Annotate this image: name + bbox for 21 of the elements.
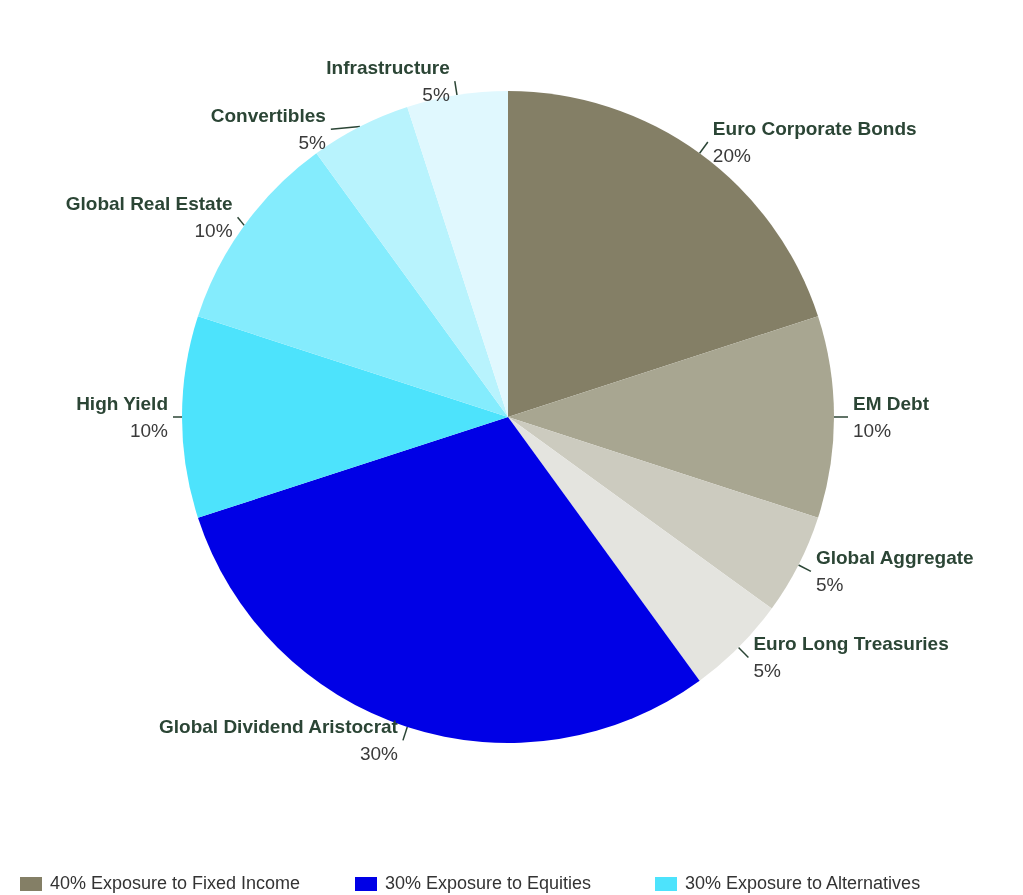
slice-label: Euro Long Treasuries bbox=[753, 633, 949, 655]
data-label: 20% bbox=[712, 144, 751, 166]
data-label: 5% bbox=[298, 132, 326, 154]
slice-label: High Yield bbox=[76, 393, 168, 414]
slice-label: Euro Corporate Bonds bbox=[712, 117, 917, 139]
slice-label: Global Real Estate bbox=[65, 193, 233, 215]
data-label: 10% bbox=[194, 220, 233, 242]
data-label: 10% bbox=[853, 420, 892, 441]
text: 30% Exposure to Equities bbox=[385, 873, 592, 894]
slice-label: EM Debt bbox=[853, 393, 930, 414]
text: 30% Exposure to Alternatives bbox=[685, 873, 921, 894]
slice-label: Infrastructure bbox=[326, 57, 450, 79]
data-label: 30% bbox=[359, 743, 399, 765]
slice-label: Global Aggregate bbox=[815, 547, 974, 569]
data-label: 5% bbox=[815, 574, 844, 596]
slice-label: Global Dividend Aristocrat bbox=[158, 716, 399, 738]
text: 40% Exposure to Fixed Income bbox=[50, 873, 301, 894]
data-label: 5% bbox=[422, 84, 450, 106]
slice-label: Convertibles bbox=[210, 105, 326, 127]
data-label: 5% bbox=[753, 660, 781, 682]
data-label: 10% bbox=[129, 420, 169, 441]
